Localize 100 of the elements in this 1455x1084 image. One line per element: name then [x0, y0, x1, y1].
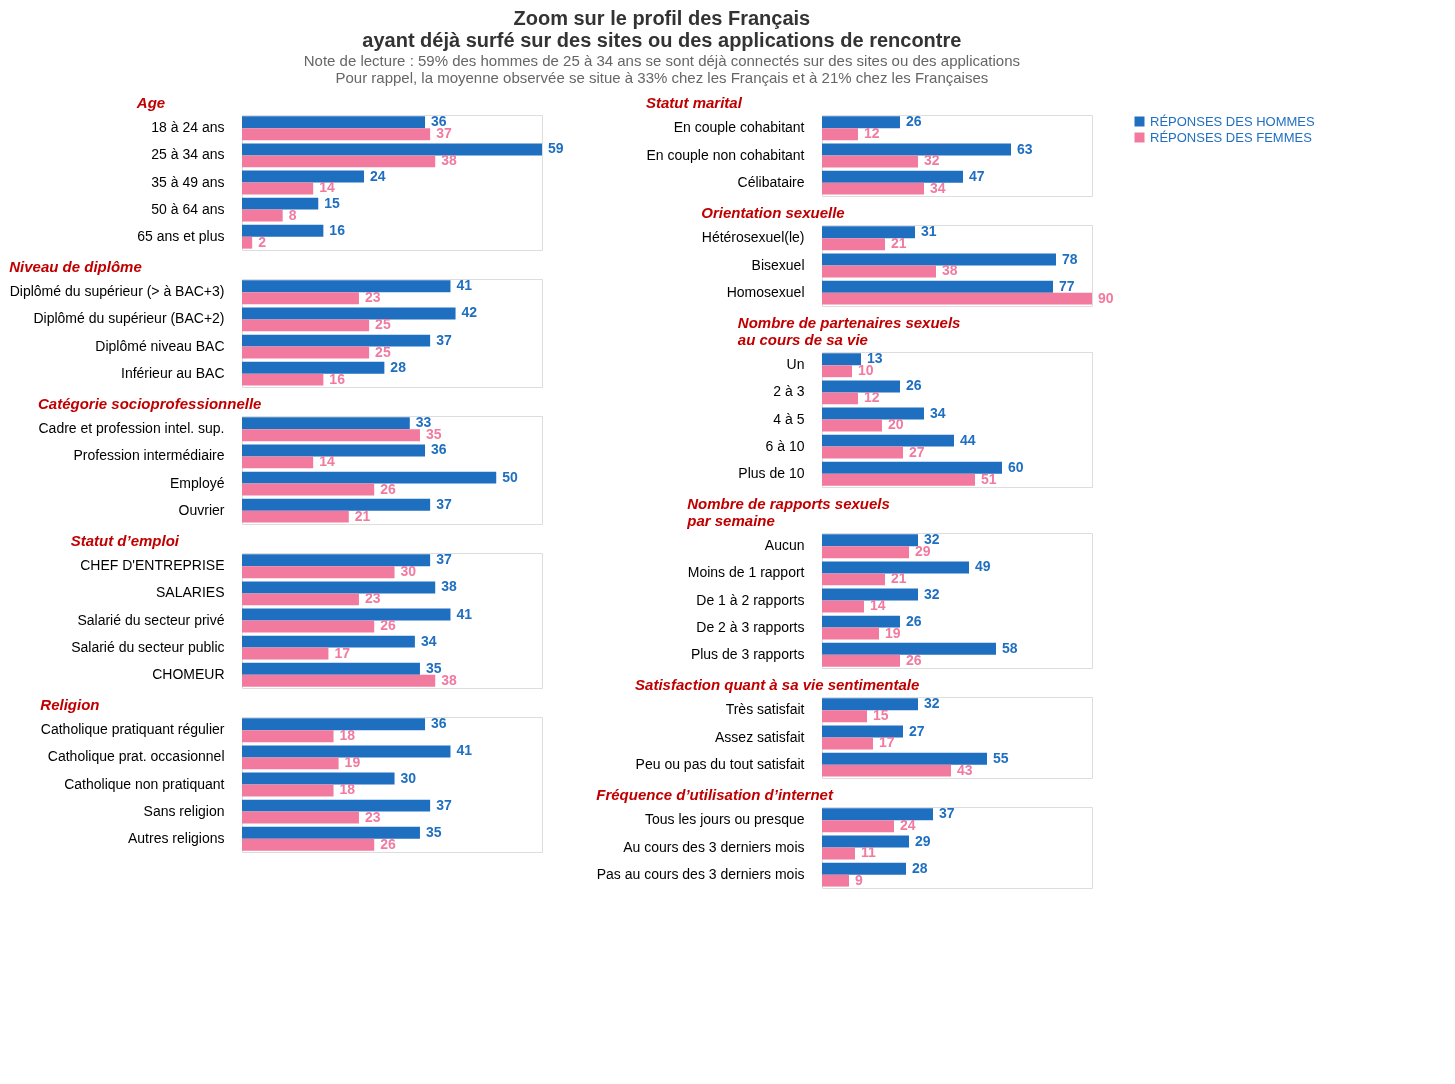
bar — [242, 417, 410, 430]
y-tick-label: Homosexuel — [726, 283, 805, 300]
bar — [822, 534, 918, 547]
bar — [242, 635, 415, 648]
data-label: 55 — [993, 749, 1009, 766]
y-tick-label: Sans religion — [143, 802, 225, 819]
data-label: 32 — [924, 585, 940, 602]
y-tick-label: CHEF D'ENTREPRISE — [80, 557, 225, 574]
bar — [242, 307, 456, 320]
data-label: 26 — [906, 377, 922, 394]
data-label: 38 — [441, 578, 458, 595]
bar — [242, 510, 349, 523]
bar — [822, 835, 909, 848]
bar — [242, 143, 542, 156]
data-label: 2 — [258, 233, 267, 250]
data-label: 43 — [957, 761, 973, 778]
bar — [242, 772, 395, 785]
bar — [822, 461, 1002, 474]
y-tick-label: Célibataire — [737, 173, 805, 190]
data-label: 24 — [900, 817, 916, 834]
chart-title: Nombre de partenaires sexuels au cours de sa vie — [737, 314, 961, 348]
bar — [242, 128, 431, 141]
y-tick-label: Aucun — [764, 537, 805, 554]
y-tick-label: Diplômé du supérieur (BAC+2) — [33, 310, 225, 327]
bar — [242, 471, 497, 484]
bar — [822, 710, 867, 723]
y-tick-label: Bisexuel — [751, 256, 805, 273]
data-label: 21 — [891, 570, 907, 587]
data-label: 8 — [288, 206, 297, 223]
data-label: 16 — [329, 370, 346, 387]
bar — [242, 429, 420, 442]
data-label: 38 — [441, 671, 458, 688]
data-label: 12 — [864, 389, 880, 406]
data-label: 26 — [380, 480, 396, 497]
bar — [242, 444, 426, 457]
y-tick-label: Inférieur au BAC — [121, 364, 225, 381]
data-label: 47 — [969, 167, 985, 184]
chart-title: Nombre de rapports sexuels par semaine — [686, 495, 890, 529]
bar — [822, 226, 915, 239]
bar — [822, 407, 924, 420]
y-tick-label: 25 à 34 ans — [151, 146, 225, 163]
data-label: 26 — [380, 617, 396, 634]
y-tick-label: 2 à 3 — [773, 383, 805, 400]
data-label: 14 — [319, 453, 335, 470]
text: Statut marital — [645, 94, 743, 111]
bar — [822, 642, 996, 655]
bar — [822, 473, 975, 486]
data-label: 29 — [915, 832, 931, 849]
y-tick-label: Salarié du secteur public — [71, 638, 225, 655]
legend-label: RÉPONSES DES FEMMES — [1150, 129, 1313, 145]
bar — [242, 745, 451, 758]
bar — [822, 573, 885, 586]
bar — [242, 292, 359, 305]
data-label: 34 — [930, 179, 946, 196]
y-tick-label: 4 à 5 — [773, 410, 805, 427]
data-label: 41 — [456, 742, 473, 759]
text: Religion — [40, 696, 100, 713]
data-label: 14 — [870, 597, 886, 614]
bar — [822, 392, 858, 405]
bar — [822, 292, 1092, 305]
data-label: 18 — [339, 781, 356, 798]
data-label: 12 — [864, 125, 880, 142]
bar — [242, 456, 314, 469]
y-tick-label: Autres religions — [128, 829, 225, 846]
chart-title: Satisfaction quant à sa vie sentimentale — [635, 676, 920, 693]
chart-title: Statut d’emploi — [70, 532, 180, 549]
bar — [242, 662, 420, 675]
y-tick-label: Un — [786, 356, 805, 373]
data-label: 59 — [548, 140, 564, 157]
bar — [822, 561, 969, 574]
y-tick-label: 65 ans et plus — [137, 227, 225, 244]
y-tick-label: CHOMEUR — [152, 665, 225, 682]
bar — [242, 826, 420, 839]
bar — [242, 361, 385, 374]
bar — [822, 155, 918, 168]
data-label: 90 — [1098, 289, 1114, 306]
data-label: 21 — [891, 235, 907, 252]
bar — [822, 380, 900, 393]
bar — [822, 280, 1053, 293]
data-label: 20 — [888, 416, 904, 433]
legend-label: RÉPONSES DES HOMMES — [1150, 113, 1316, 129]
data-label: 29 — [915, 543, 931, 560]
y-tick-label: Ouvrier — [178, 501, 225, 518]
bar — [822, 419, 882, 432]
bar — [242, 608, 451, 621]
data-label: 30 — [400, 769, 417, 786]
data-label: 26 — [906, 113, 922, 130]
data-label: 37 — [436, 551, 452, 568]
bar — [242, 647, 329, 660]
data-label: 19 — [344, 754, 361, 771]
y-tick-label: Profession intermédiaire — [73, 447, 225, 464]
bar — [822, 862, 906, 875]
data-label: 38 — [942, 262, 958, 279]
bar — [822, 353, 861, 366]
bar — [242, 674, 436, 687]
bar — [822, 615, 900, 628]
bar — [242, 799, 431, 812]
chart-title: Fréquence d’utilisation d’internet — [596, 786, 834, 803]
text: Pour rappel, la moyenne observée se situe à 33% chez les Français et à 21% chez les Françaises — [335, 68, 989, 86]
y-tick-label: 50 à 64 ans — [151, 200, 225, 217]
